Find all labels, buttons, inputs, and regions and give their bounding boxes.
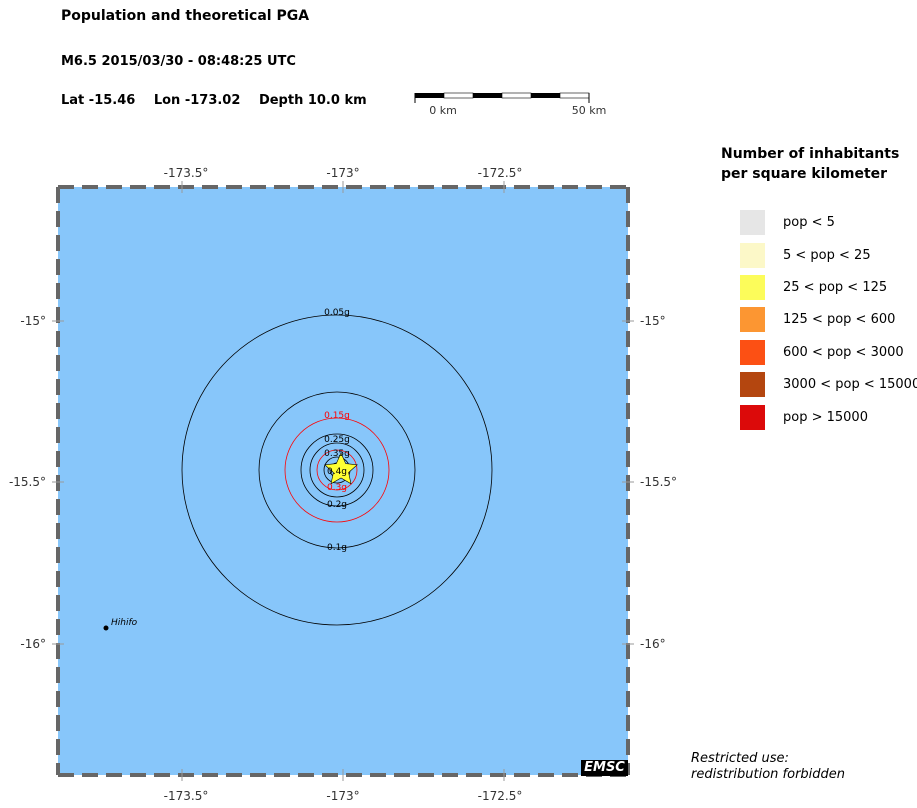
lat-tick-label: -15° [20,314,46,328]
legend-swatch [740,275,765,300]
ocean-area [58,187,628,775]
legend-label: 3000 < pop < 15000 [783,377,917,392]
legend-swatch [740,210,765,235]
lon-tick-label: -172.5° [478,166,523,180]
lat-tick-label: -15° [640,314,666,328]
legend-swatch [740,405,765,430]
contour-label: 0.05g [324,308,350,318]
longitude-text: Lon -173.02 [153,93,241,108]
place-marker [103,625,109,631]
legend-label: 25 < pop < 125 [783,280,888,295]
event-info: M6.5 2015/03/30 - 08:48:25 UTC [61,54,296,69]
map-frame [56,185,630,777]
map-title: Population and theoretical PGA [61,8,310,24]
lon-tick-label: -173° [326,166,359,180]
pga-contour-0.3g [316,449,358,491]
lon-tick-label: -173.5° [164,789,209,803]
lat-tick-label: -16° [640,637,666,651]
legend-label: 5 < pop < 25 [783,248,871,263]
lat-tick-label: -15.5° [640,475,677,489]
contour-label: 0.1g [327,543,347,553]
lat-tick-label: -15.5° [9,475,46,489]
legend-swatch [740,372,765,397]
legend-title: Number of inhabitants per square kilomet… [721,144,899,184]
contour-label: 0.2g [327,500,347,510]
note-line: Restricted use: [691,751,789,766]
legend-swatch [740,307,765,332]
lon-tick-label: -173° [326,789,359,803]
restricted-use-note: Restricted use: redistribution forbidden [691,751,845,783]
contour-label: 0.3g [327,483,347,493]
pga-contour-0.2g [300,433,374,507]
epicenter-star-icon [324,452,358,485]
legend-swatch [740,243,765,268]
legend-swatch [740,340,765,365]
legend-title-line: Number of inhabitants [721,146,900,162]
lon-tick-label: -172.5° [478,789,523,803]
pga-contour-0.1g [258,391,416,549]
legend-label: 600 < pop < 3000 [783,345,904,360]
pga-contour-0.15g [284,417,390,523]
contour-label: 0.25g [324,435,350,445]
depth-text: Depth 10.0 km [258,93,367,108]
lat-tick-label: -16° [20,637,46,651]
place-label: Hihifo [111,618,138,628]
note-line: redistribution forbidden [691,767,846,782]
legend-label: pop > 15000 [783,410,868,425]
pga-contour-0.25g [309,442,365,498]
contour-label: 0.15g [324,411,350,421]
contour-label: 0.35g [324,449,350,459]
location-info: Lat -15.46 Lon -173.02 Depth 10.0 km [61,93,381,108]
latitude-text: Lat -15.46 [61,93,136,108]
legend-title-line: per square kilometer [721,166,888,182]
legend-label: 125 < pop < 600 [783,312,896,327]
emsc-logo: EMSC [581,760,628,776]
pga-contour-0.05g [181,314,493,626]
legend-label: pop < 5 [783,215,835,230]
contour-label: 0.4g [327,467,347,477]
lon-tick-label: -173.5° [164,166,209,180]
